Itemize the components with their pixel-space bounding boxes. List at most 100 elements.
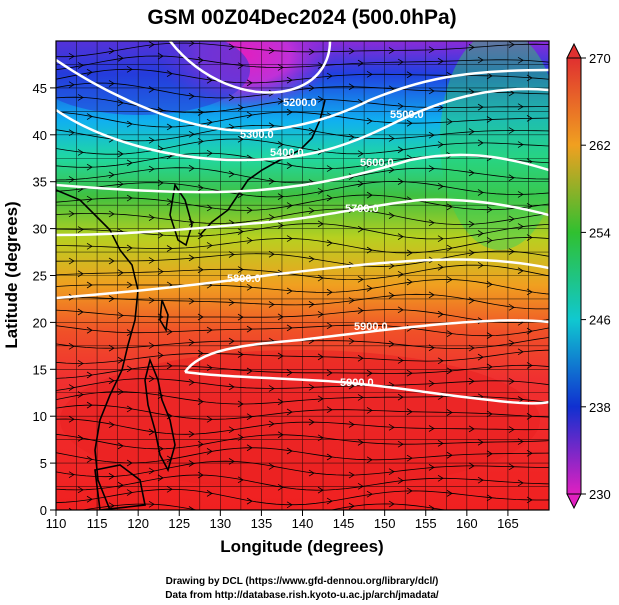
streamline-arrow <box>188 92 195 100</box>
streamline-arrow <box>246 497 253 505</box>
streamline-arrow <box>406 487 413 495</box>
x-axis-label: Longitude (degrees) <box>220 537 383 556</box>
streamline-arrow <box>166 123 173 131</box>
streamline-arrow <box>126 459 133 467</box>
streamline-arrow <box>148 296 155 304</box>
streamline-arrow <box>477 56 484 64</box>
streamline-arrow <box>117 180 124 188</box>
y-tick-label: 5 <box>40 456 47 471</box>
streamline-arrow <box>277 483 284 491</box>
streamline <box>56 293 549 310</box>
streamline-arrow <box>406 408 413 416</box>
streamline-arrow <box>388 262 395 270</box>
streamline-arrow <box>197 56 204 64</box>
streamline-arrow <box>308 383 315 391</box>
streamline-arrow <box>508 127 515 134</box>
streamline-arrow <box>108 47 115 55</box>
streamline-arrow <box>228 458 235 465</box>
streamline <box>56 447 549 464</box>
streamline-arrow <box>68 342 75 350</box>
contour-label: 5800.0 <box>227 273 261 285</box>
streamline-arrow <box>517 191 524 198</box>
streamline-arrow <box>197 137 204 145</box>
streamline-arrow <box>406 278 413 286</box>
streamline-arrow <box>446 490 453 497</box>
streamline-arrow <box>228 299 235 306</box>
streamline <box>56 433 549 450</box>
streamline-arrow <box>437 310 444 318</box>
streamline-arrow <box>388 423 395 431</box>
streamline-arrow <box>77 226 84 233</box>
streamline-arrow <box>326 165 333 172</box>
streamline-arrow <box>188 339 195 346</box>
streamline-arrow <box>486 494 493 502</box>
streamline-arrow <box>197 440 204 448</box>
streamline-arrow <box>526 413 533 420</box>
streamline-arrow <box>406 119 413 127</box>
streamline-arrow <box>86 68 93 76</box>
streamline-arrow <box>188 254 195 262</box>
streamline-arrow <box>468 128 475 135</box>
streamline-arrow <box>468 462 475 470</box>
contour-label: 5900.0 <box>340 377 374 389</box>
streamline-arrow <box>486 116 493 123</box>
streamline-arrow <box>286 408 293 416</box>
streamline-arrow <box>148 500 155 508</box>
streamline-arrow <box>326 322 333 330</box>
streamline-arrow <box>277 141 284 148</box>
streamline-arrow <box>508 174 515 182</box>
streamline-arrow <box>428 425 435 432</box>
streamline-arrow <box>68 507 73 510</box>
contour-5900-inner <box>184 370 549 405</box>
streamline-arrow <box>166 245 173 252</box>
streamline <box>56 42 549 58</box>
streamline-arrow <box>126 281 133 289</box>
plot-area: 5200.0 5300.0 5400.0 5500.0 5600.0 5700.… <box>56 41 549 510</box>
streamline-arrow <box>508 215 515 223</box>
streamline-arrow <box>308 84 315 92</box>
streamline-arrow <box>308 255 315 263</box>
streamline-arrow <box>388 500 395 508</box>
streamline-arrow <box>517 396 524 403</box>
streamline <box>56 488 549 506</box>
y-axis: 0 5 10 15 20 25 30 35 40 45 <box>33 81 56 518</box>
streamline-arrow <box>508 463 515 471</box>
streamline-arrow <box>428 131 435 139</box>
warm-ridge <box>440 41 549 250</box>
streamline-arrow <box>477 261 484 269</box>
streamline-arrow <box>197 232 204 240</box>
streamline-arrow <box>526 202 533 210</box>
streamline-arrow <box>246 367 253 375</box>
colorbar-scale <box>566 57 582 495</box>
streamline <box>56 418 549 435</box>
streamline-arrow <box>526 362 533 369</box>
streamline-arrow <box>148 467 155 475</box>
contour-label: 5200.0 <box>283 97 317 109</box>
streamline-arrow <box>188 297 195 305</box>
contour-5400 <box>56 87 549 162</box>
streamline-arrow <box>68 129 75 137</box>
streamline-arrow <box>68 210 75 218</box>
streamline-arrow <box>188 164 195 172</box>
streamline-arrow <box>517 267 524 275</box>
streamline-arrow <box>326 369 333 377</box>
streamline-arrow <box>268 214 275 221</box>
streamline-arrow <box>446 244 453 252</box>
streamline-arrow <box>508 248 515 255</box>
streamline-arrow <box>366 369 373 377</box>
streamline-arrow <box>77 149 84 156</box>
streamline-arrow <box>246 325 253 333</box>
streamline-arrow <box>397 306 404 314</box>
streamline-arrow <box>126 194 133 202</box>
streamline-arrow <box>517 103 524 111</box>
streamline-arrow <box>126 159 133 167</box>
streamline-arrow <box>317 220 324 228</box>
colorbar-bottom-arrow <box>566 493 582 510</box>
streamline-arrow <box>397 102 404 110</box>
streamline-arrow <box>77 308 84 316</box>
streamline-arrow <box>228 94 235 101</box>
streamline-arrow <box>486 332 493 339</box>
streamline-arrow <box>286 76 293 84</box>
streamline-arrow <box>228 170 235 178</box>
streamline-arrow <box>428 165 435 172</box>
